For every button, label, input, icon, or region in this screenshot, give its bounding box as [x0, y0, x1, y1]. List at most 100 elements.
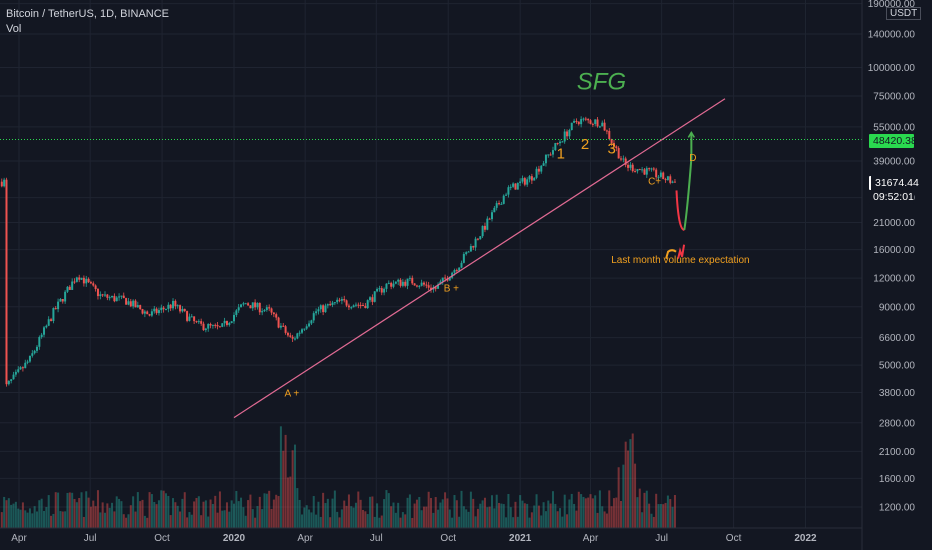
- candle-body: [500, 203, 503, 205]
- volume-bar: [179, 511, 182, 528]
- candle-body: [181, 308, 184, 312]
- volume-bar: [641, 512, 644, 528]
- price-tick-label: 140000.00: [868, 30, 916, 41]
- volume-bar: [136, 492, 139, 528]
- volume-bar: [575, 510, 578, 528]
- volume-indicator-label[interactable]: Vol: [6, 23, 22, 35]
- projection-rise: [683, 132, 693, 231]
- volume-bar: [617, 467, 620, 528]
- candle-body: [197, 321, 200, 323]
- time-axis[interactable]: Apr Jul Oct 2020 Apr Jul Oct 2021 Apr Jul Oct 2022: [0, 527, 862, 544]
- volume-bar: [383, 499, 386, 528]
- volume-bar: [225, 502, 228, 528]
- candle-body: [634, 171, 637, 173]
- volume-bar: [101, 502, 104, 528]
- time-tick-label: 2021: [509, 533, 532, 544]
- volume-bar: [33, 506, 36, 528]
- candle-body: [66, 286, 69, 292]
- volume-bar: [153, 501, 156, 528]
- candle-body: [167, 304, 170, 309]
- candle-body: [10, 379, 13, 381]
- candle-body: [233, 314, 235, 322]
- volume-bar: [120, 501, 123, 528]
- candle-body: [556, 143, 559, 145]
- volume-bar: [340, 509, 343, 528]
- candle-body: [364, 305, 367, 309]
- candle-body: [122, 295, 125, 299]
- price-tick-label: 16000.00: [873, 245, 915, 256]
- candle-body: [120, 295, 123, 297]
- candle-body: [366, 300, 369, 309]
- candle-body: [589, 120, 592, 124]
- candle-body: [244, 303, 247, 305]
- volume-bar: [411, 517, 414, 528]
- volume-bar: [673, 495, 676, 528]
- volume-bar: [537, 505, 540, 528]
- candle-body: [40, 334, 43, 338]
- volume-bar: [237, 501, 240, 528]
- candle-body: [242, 303, 245, 305]
- volume-bar: [472, 498, 475, 528]
- volume-bar: [319, 516, 322, 528]
- volume-bar: [181, 498, 184, 528]
- volume-expectation-red: [677, 244, 686, 259]
- candle-body: [514, 183, 517, 190]
- candle-body: [265, 307, 268, 311]
- time-tick-label: Oct: [154, 533, 170, 544]
- volume-bar: [293, 444, 296, 528]
- volume-bar: [659, 504, 662, 528]
- candle-body: [139, 305, 142, 310]
- candle-body: [397, 279, 400, 282]
- candle-body: [61, 298, 64, 302]
- volume-bar: [94, 506, 97, 528]
- time-tick-label: Jul: [655, 533, 668, 544]
- volume-bar: [71, 492, 74, 528]
- candle-body: [301, 329, 304, 333]
- volume-bar: [0, 512, 3, 528]
- candle-body: [378, 288, 381, 290]
- price-axis[interactable]: 190000.00 140000.00 100000.00 75000.00 55000…: [861, 0, 932, 550]
- volume-bar: [612, 498, 615, 528]
- candle-body: [228, 322, 231, 325]
- candle-body: [622, 158, 625, 160]
- volume-bar: [390, 506, 393, 528]
- volume-bar: [603, 511, 606, 528]
- candle-body: [174, 300, 177, 307]
- candle-body: [666, 176, 669, 181]
- volume-bar: [509, 507, 512, 528]
- candle-body: [45, 325, 48, 328]
- volume-bar: [488, 506, 491, 528]
- candle-body: [326, 304, 329, 306]
- volume-bar: [256, 506, 259, 528]
- candle-body: [136, 305, 139, 308]
- volume-bar: [582, 496, 585, 528]
- candle-body: [631, 164, 634, 172]
- volume-bar: [118, 498, 121, 528]
- symbol-title[interactable]: Bitcoin / TetherUS, 1D, BINANCE: [6, 8, 170, 20]
- volume-bar: [64, 511, 67, 528]
- volume-bar: [666, 495, 669, 528]
- candle-body: [627, 164, 630, 168]
- volume-bar: [373, 516, 376, 528]
- volume-bar: [200, 515, 203, 528]
- volume-bar: [47, 495, 50, 528]
- candle-body: [467, 251, 470, 253]
- candle-body: [111, 295, 114, 298]
- volume-bar: [68, 492, 71, 528]
- volume-bar: [167, 495, 170, 528]
- volume-bar: [45, 507, 48, 528]
- candle-body: [610, 138, 613, 143]
- volume-bar: [376, 503, 379, 528]
- candle-body: [587, 118, 590, 121]
- volume-expectation-orange: [665, 249, 677, 259]
- volume-bar: [615, 497, 618, 528]
- candle-body: [418, 285, 421, 287]
- currency-badge[interactable]: USDT: [886, 7, 922, 20]
- volume-bar: [662, 504, 665, 528]
- candle-body: [568, 129, 571, 137]
- annotation-d: D: [689, 153, 696, 164]
- volume-bar: [104, 512, 106, 528]
- candle-body: [31, 353, 34, 356]
- price-tick-label: 3800.00: [879, 388, 916, 399]
